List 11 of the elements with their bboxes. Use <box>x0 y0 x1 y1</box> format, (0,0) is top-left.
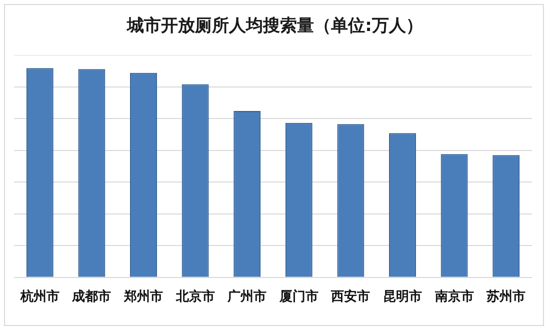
x-tick-label: 杭州市 <box>19 288 60 305</box>
x-tick-label: 北京市 <box>174 288 215 305</box>
x-tick-label: 西安市 <box>330 288 370 305</box>
x-tick-label: 广州市 <box>226 288 267 305</box>
x-tick-label: 昆明市 <box>383 288 422 305</box>
chart-title: 城市开放厕所人均搜索量（单位:万人） <box>126 15 424 37</box>
x-tick-label: 郑州市 <box>123 288 163 305</box>
x-tick-label: 厦门市 <box>278 288 318 305</box>
x-tick-label: 南京市 <box>434 288 474 305</box>
x-tick-label: 苏州市 <box>486 288 526 305</box>
x-tick-label: 成都市 <box>71 288 112 305</box>
